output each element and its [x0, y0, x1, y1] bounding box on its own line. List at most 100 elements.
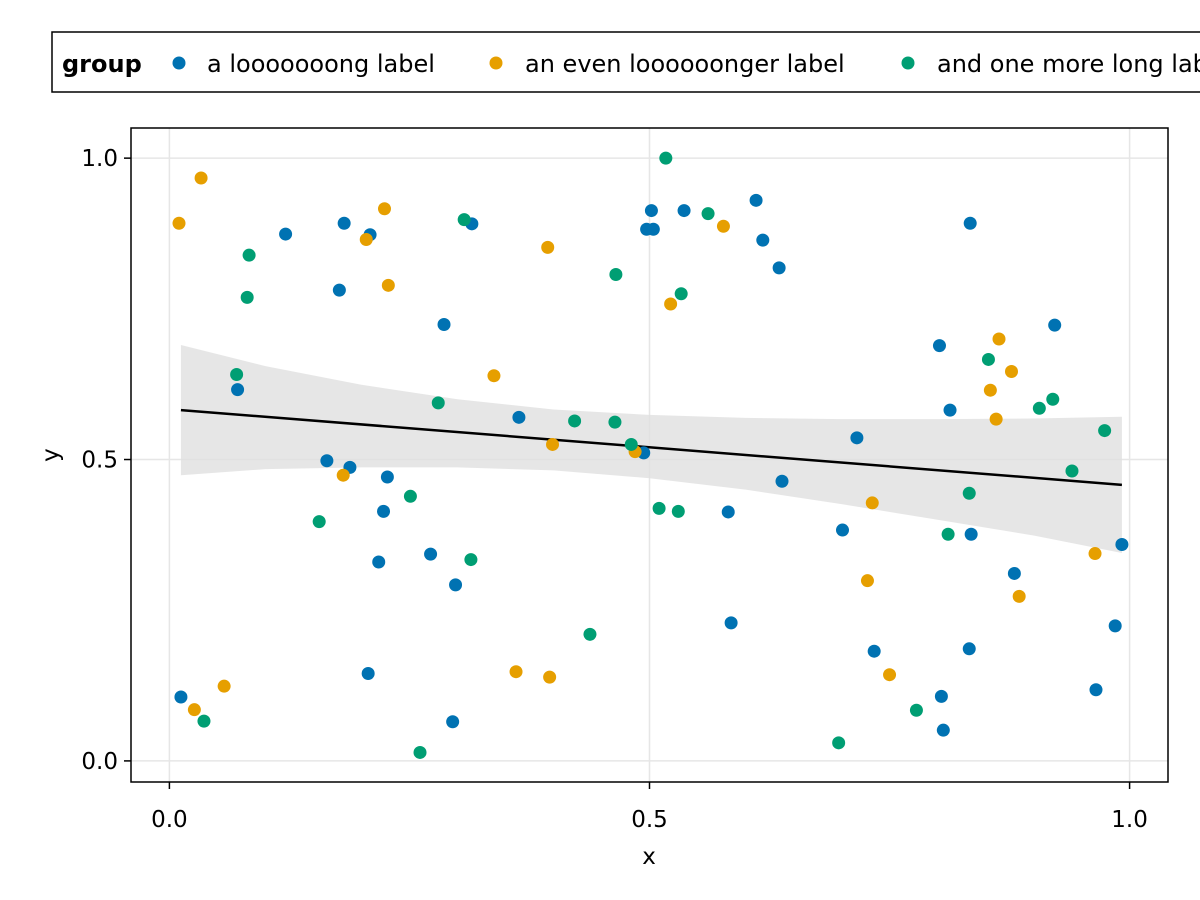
- point-series-2-17: [865, 496, 879, 510]
- point-series-1-13: [437, 318, 451, 332]
- point-series-1-23: [721, 505, 735, 519]
- point-series-2-6: [377, 202, 391, 216]
- point-series-3-7: [431, 396, 445, 410]
- point-series-2-16: [860, 574, 874, 588]
- point-series-3-3: [242, 248, 256, 262]
- y-tick-label-2: 1.0: [81, 146, 118, 172]
- point-series-3-27: [1065, 464, 1079, 478]
- point-series-3-16: [659, 151, 673, 165]
- point-series-2-9: [509, 665, 523, 679]
- point-series-1-42: [1108, 619, 1122, 633]
- confidence-band: [180, 344, 1122, 553]
- point-series-1-30: [850, 431, 864, 445]
- point-series-1-39: [1007, 566, 1021, 580]
- point-series-1-24: [724, 616, 738, 630]
- point-series-2-12: [546, 437, 560, 451]
- point-series-1-4: [332, 283, 346, 297]
- point-series-3-1: [230, 368, 244, 382]
- point-series-1-31: [867, 644, 881, 658]
- point-series-3-26: [1046, 392, 1060, 406]
- point-series-2-4: [336, 468, 350, 482]
- point-series-1-37: [963, 216, 977, 230]
- confidence-band-area: [180, 344, 1122, 553]
- point-series-3-12: [608, 415, 622, 429]
- point-series-1-5: [337, 216, 351, 230]
- point-series-1-10: [377, 504, 391, 518]
- legend-box: [51, 31, 1200, 93]
- legend-marker-series-1: [172, 56, 186, 70]
- legend-label-series-3: and one more long label: [937, 50, 1200, 78]
- point-series-3-19: [701, 207, 715, 221]
- x-tick-label-0: 0.0: [151, 807, 188, 833]
- point-series-1-3: [320, 454, 334, 468]
- point-series-2-8: [487, 369, 501, 383]
- x-tick-label-2: 1.0: [1111, 807, 1148, 833]
- point-series-2-20: [989, 412, 1003, 426]
- point-series-1-41: [1089, 683, 1103, 697]
- point-series-3-15: [652, 501, 666, 515]
- legend-marker-series-3: [901, 56, 915, 70]
- y-tick-label-0: 0.0: [81, 749, 118, 775]
- point-series-1-22: [677, 204, 691, 218]
- point-series-3-4: [312, 515, 326, 529]
- point-series-1-26: [756, 233, 770, 247]
- point-series-1-11: [380, 470, 394, 484]
- point-series-2-24: [1088, 547, 1102, 561]
- point-series-1-20: [644, 204, 658, 218]
- legend-title: group: [62, 50, 142, 78]
- point-series-1-21: [646, 222, 660, 236]
- axis-ticks: 0.0 0.5 1.0 0.0 0.5 1.0: [81, 146, 1147, 833]
- point-series-1-17: [512, 410, 526, 424]
- point-series-2-2: [194, 171, 208, 185]
- point-series-1-36: [962, 642, 976, 656]
- point-series-1-40: [1048, 318, 1062, 332]
- point-series-2-3: [217, 679, 231, 693]
- point-series-3-20: [832, 736, 846, 750]
- point-series-1-9: [372, 555, 386, 569]
- point-series-3-17: [671, 504, 685, 518]
- point-series-1-1: [231, 383, 245, 397]
- point-series-3-0: [197, 714, 211, 728]
- legend-label-series-2: an even loooooonger label: [525, 50, 845, 78]
- point-series-1-34: [936, 723, 950, 737]
- point-series-2-5: [359, 233, 373, 247]
- regression-line-group: [180, 408, 1123, 487]
- point-series-3-22: [941, 527, 955, 541]
- point-series-1-27: [772, 261, 786, 275]
- y-tick-label-1: 0.5: [81, 448, 118, 474]
- legend-label-series-1: a looooooong label: [207, 50, 435, 78]
- point-series-3-6: [413, 745, 427, 759]
- point-series-2-23: [1012, 589, 1026, 603]
- point-series-1-7: [361, 667, 375, 681]
- x-axis-label: x: [642, 844, 656, 870]
- point-series-3-2: [240, 290, 254, 304]
- point-series-2-7: [381, 278, 395, 292]
- point-series-1-14: [446, 715, 460, 729]
- point-series-1-32: [932, 339, 946, 353]
- point-series-2-1: [187, 703, 201, 717]
- point-series-2-21: [992, 332, 1006, 346]
- point-series-2-15: [716, 219, 730, 233]
- point-series-2-22: [1004, 365, 1018, 379]
- point-series-3-25: [1032, 401, 1046, 415]
- point-series-2-18: [883, 668, 897, 682]
- point-series-3-8: [457, 213, 471, 227]
- point-series-2-19: [983, 383, 997, 397]
- point-series-3-5: [403, 489, 417, 503]
- point-series-3-11: [568, 414, 582, 428]
- regression-line: [180, 408, 1123, 487]
- point-series-3-21: [909, 703, 923, 717]
- scatter-points: [172, 151, 1129, 759]
- point-series-1-38: [964, 527, 978, 541]
- point-series-3-9: [464, 553, 478, 567]
- x-tick-label-1: 0.5: [631, 807, 668, 833]
- point-series-2-10: [541, 240, 555, 254]
- point-series-2-11: [543, 670, 557, 684]
- point-series-3-14: [624, 437, 638, 451]
- point-series-2-14: [664, 297, 678, 311]
- point-series-3-28: [1098, 424, 1112, 438]
- point-series-1-12: [424, 547, 438, 561]
- point-series-1-43: [1115, 538, 1129, 552]
- legend: group a looooooong label an even loooooo…: [51, 31, 1200, 93]
